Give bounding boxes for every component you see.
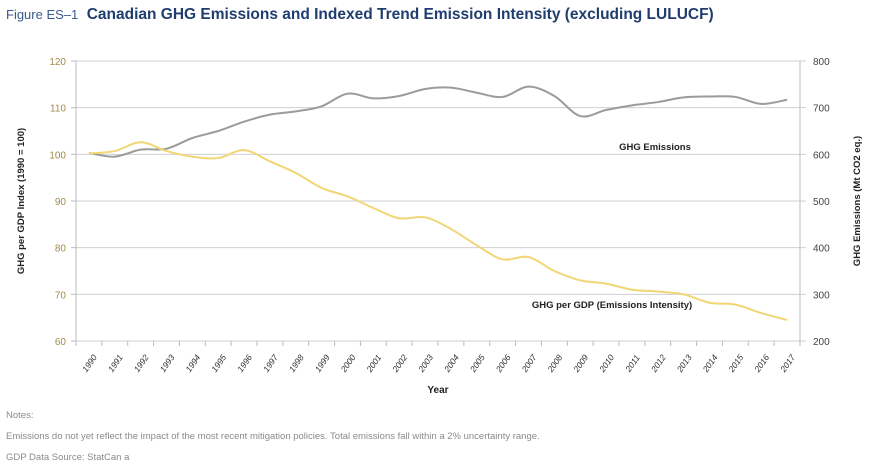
- x-tick-label: 2016: [752, 352, 772, 374]
- x-tick-label: 2009: [571, 352, 591, 374]
- x-tick-label: 1998: [287, 352, 306, 373]
- x-tick-label: 2003: [416, 352, 436, 374]
- y-tick-label-right: 300: [813, 290, 830, 301]
- y-tick-label-left: 100: [49, 150, 66, 161]
- x-tick-label: 2012: [648, 352, 668, 374]
- notes-line-2: GDP Data Source: StatCan a: [6, 452, 130, 463]
- figure-title: Figure ES–1 Canadian GHG Emissions and I…: [6, 6, 714, 24]
- chart-title: Canadian GHG Emissions and Indexed Trend…: [86, 6, 714, 23]
- x-tick-label: 1997: [261, 352, 280, 373]
- y-tick-label-right: 200: [813, 337, 830, 348]
- x-tick-label: 2004: [441, 352, 461, 374]
- x-tick-label: 2017: [778, 352, 798, 374]
- x-tick-label: 2005: [467, 352, 487, 374]
- series-label: GHG Emissions: [619, 142, 691, 153]
- x-tick-label: 2014: [700, 352, 720, 374]
- y-tick-label-right: 600: [813, 150, 830, 161]
- x-tick-label: 2006: [493, 352, 513, 374]
- x-axis-label: Year: [427, 385, 448, 396]
- y-tick-label-right: 500: [813, 197, 830, 208]
- notes-line-1: Emissions do not yet reflect the impact …: [6, 431, 540, 442]
- x-tick-label: 1999: [313, 352, 332, 373]
- y-tick-label-left: 60: [55, 337, 67, 348]
- series-label: GHG per GDP (Emissions Intensity): [532, 300, 692, 311]
- x-tick-label: 1993: [158, 352, 177, 373]
- notes-heading: Notes:: [6, 410, 34, 421]
- x-tick-label: 2015: [726, 352, 746, 374]
- x-tick-label: 2011: [623, 353, 642, 375]
- x-tick-label: 2000: [338, 352, 358, 374]
- y-axis-label-right: GHG Emissions (Mt CO2 eq.): [852, 136, 863, 266]
- series-line-emissions-intensity: [88, 141, 788, 321]
- y-tick-label-left: 110: [50, 104, 66, 115]
- x-tick-label: 1996: [235, 352, 254, 373]
- y-axis-label-left: GHG per GDP Index (1990 = 100): [16, 128, 27, 274]
- x-tick-label: 2013: [674, 352, 694, 374]
- y-tick-label-right: 700: [813, 104, 830, 115]
- x-tick-label: 2002: [390, 352, 410, 374]
- x-tick-label: 1994: [183, 352, 202, 373]
- figure-label: Figure ES–1: [6, 7, 79, 22]
- x-tick-label: 1992: [132, 352, 151, 373]
- x-tick-label: 2008: [545, 352, 565, 374]
- x-tick-label: 2007: [519, 352, 539, 374]
- y-tick-label-left: 80: [55, 244, 67, 255]
- y-tick-label-right: 800: [813, 57, 830, 68]
- y-tick-label-right: 400: [813, 244, 830, 255]
- y-tick-label-left: 90: [55, 197, 67, 208]
- x-tick-label: 1995: [209, 352, 228, 373]
- chart: 60 200 70 300 80 400 90 500 100 600 110 700 120 800 19…: [16, 57, 863, 396]
- y-tick-label-left: 70: [55, 290, 67, 301]
- x-tick-label: 1990: [80, 352, 99, 373]
- x-tick-label: 2001: [364, 352, 384, 374]
- x-tick-label: 2010: [597, 352, 617, 374]
- series-line-ghg-emissions: [88, 85, 788, 158]
- y-tick-label-left: 120: [49, 57, 66, 68]
- x-tick-label: 1991: [106, 352, 125, 373]
